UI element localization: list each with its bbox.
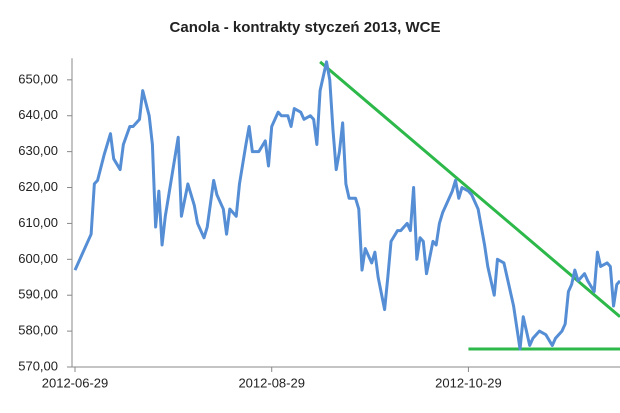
y-tick-label: 590,00 bbox=[18, 287, 58, 302]
y-tick-label: 650,00 bbox=[18, 71, 58, 86]
y-tick-label: 580,00 bbox=[18, 323, 58, 338]
y-tick-label: 570,00 bbox=[18, 358, 58, 373]
y-tick-label: 640,00 bbox=[18, 107, 58, 122]
trend-line bbox=[319, 60, 620, 318]
x-tick-label: 2012-06-29 bbox=[42, 375, 109, 390]
y-tick-label: 600,00 bbox=[18, 251, 58, 266]
data-line bbox=[73, 60, 620, 351]
y-tick-label: 630,00 bbox=[18, 143, 58, 158]
y-tick-label: 620,00 bbox=[18, 179, 58, 194]
y-tick-label: 610,00 bbox=[18, 215, 58, 230]
x-tick-label: 2012-10-29 bbox=[435, 375, 502, 390]
x-tick-label: 2012-08-29 bbox=[238, 375, 305, 390]
chart-title: Canola - kontrakty styczeń 2013, WCE bbox=[170, 19, 441, 36]
